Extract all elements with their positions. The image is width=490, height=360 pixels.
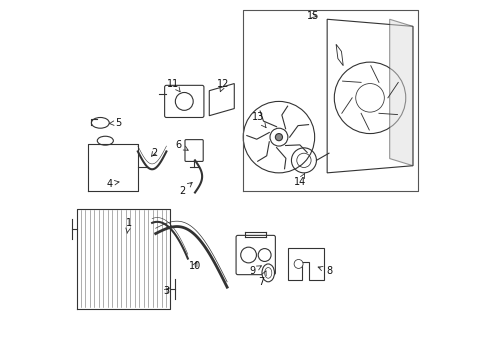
- Ellipse shape: [265, 267, 272, 278]
- Polygon shape: [336, 44, 343, 66]
- FancyBboxPatch shape: [236, 235, 275, 275]
- Ellipse shape: [294, 260, 303, 269]
- Text: 3: 3: [163, 286, 170, 296]
- FancyBboxPatch shape: [185, 140, 203, 161]
- Ellipse shape: [262, 264, 274, 282]
- Text: 9: 9: [249, 266, 262, 276]
- Text: 5: 5: [109, 118, 122, 128]
- Text: 11: 11: [168, 78, 180, 92]
- Circle shape: [275, 134, 283, 141]
- Text: 4: 4: [106, 179, 119, 189]
- Polygon shape: [390, 19, 413, 166]
- Text: 13: 13: [252, 112, 266, 128]
- Text: 12: 12: [218, 78, 230, 92]
- Text: 2: 2: [179, 183, 192, 196]
- Text: 10: 10: [189, 261, 201, 271]
- Text: 7: 7: [258, 271, 266, 287]
- Polygon shape: [288, 248, 323, 280]
- Ellipse shape: [330, 148, 339, 155]
- Text: 2: 2: [151, 148, 157, 158]
- Polygon shape: [327, 19, 413, 173]
- Text: 6: 6: [176, 140, 188, 150]
- Polygon shape: [209, 84, 234, 116]
- Ellipse shape: [92, 117, 109, 128]
- Ellipse shape: [98, 136, 113, 145]
- Text: 15: 15: [307, 11, 319, 21]
- Text: 14: 14: [294, 174, 306, 187]
- Text: 8: 8: [318, 266, 332, 276]
- FancyBboxPatch shape: [165, 85, 204, 117]
- Text: 1: 1: [126, 218, 132, 233]
